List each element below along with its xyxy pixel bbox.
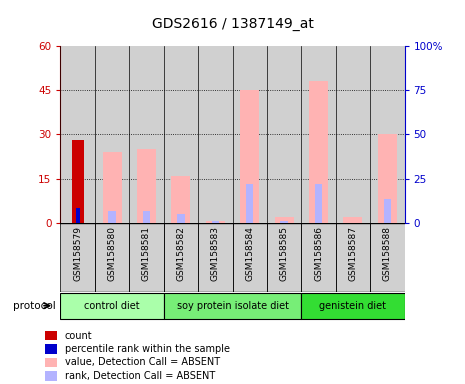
- Bar: [76, 208, 80, 223]
- Bar: [370, 223, 405, 292]
- Bar: [336, 223, 370, 292]
- Text: control diet: control diet: [84, 301, 140, 311]
- Bar: [143, 211, 150, 223]
- Text: count: count: [65, 331, 93, 341]
- Bar: [301, 293, 405, 319]
- Bar: [137, 149, 156, 223]
- Bar: [280, 221, 288, 223]
- Bar: [60, 223, 95, 292]
- Text: soy protein isolate diet: soy protein isolate diet: [177, 301, 288, 311]
- Bar: [301, 46, 336, 223]
- Text: GSM158582: GSM158582: [176, 226, 186, 281]
- Text: genistein diet: genistein diet: [319, 301, 386, 311]
- Bar: [172, 175, 190, 223]
- Bar: [103, 152, 121, 223]
- Bar: [164, 46, 198, 223]
- Bar: [309, 81, 328, 223]
- Bar: [301, 223, 336, 292]
- Text: GSM158580: GSM158580: [107, 226, 117, 281]
- Text: percentile rank within the sample: percentile rank within the sample: [65, 344, 230, 354]
- Bar: [344, 217, 362, 223]
- Bar: [212, 221, 219, 223]
- Bar: [232, 223, 267, 292]
- Bar: [60, 46, 95, 223]
- Text: value, Detection Call = ABSENT: value, Detection Call = ABSENT: [65, 358, 220, 367]
- Bar: [246, 184, 253, 223]
- Text: GSM158587: GSM158587: [348, 226, 358, 281]
- Text: GSM158586: GSM158586: [314, 226, 323, 281]
- Bar: [129, 46, 164, 223]
- Bar: [177, 214, 185, 223]
- Bar: [95, 223, 129, 292]
- Bar: [198, 223, 232, 292]
- Bar: [232, 46, 267, 223]
- Bar: [378, 134, 397, 223]
- Text: GSM158584: GSM158584: [245, 226, 254, 281]
- Bar: [60, 293, 164, 319]
- Bar: [240, 90, 259, 223]
- Bar: [108, 211, 116, 223]
- Bar: [336, 46, 370, 223]
- Bar: [267, 223, 301, 292]
- Bar: [45, 331, 57, 341]
- Text: GSM158581: GSM158581: [142, 226, 151, 281]
- Text: GSM158579: GSM158579: [73, 226, 82, 281]
- Bar: [45, 371, 57, 381]
- Bar: [370, 46, 405, 223]
- Bar: [129, 223, 164, 292]
- Text: rank, Detection Call = ABSENT: rank, Detection Call = ABSENT: [65, 371, 215, 381]
- Text: GSM158588: GSM158588: [383, 226, 392, 281]
- Bar: [164, 293, 301, 319]
- Text: GSM158585: GSM158585: [279, 226, 289, 281]
- Text: protocol: protocol: [13, 301, 56, 311]
- Bar: [315, 184, 322, 223]
- Bar: [384, 199, 391, 223]
- Bar: [267, 46, 301, 223]
- Bar: [95, 46, 129, 223]
- Bar: [275, 217, 293, 223]
- Bar: [45, 358, 57, 367]
- Bar: [72, 140, 84, 223]
- Text: GSM158583: GSM158583: [211, 226, 220, 281]
- Bar: [45, 344, 57, 354]
- Bar: [164, 223, 198, 292]
- Bar: [206, 221, 225, 223]
- Text: GDS2616 / 1387149_at: GDS2616 / 1387149_at: [152, 17, 313, 31]
- Bar: [198, 46, 232, 223]
